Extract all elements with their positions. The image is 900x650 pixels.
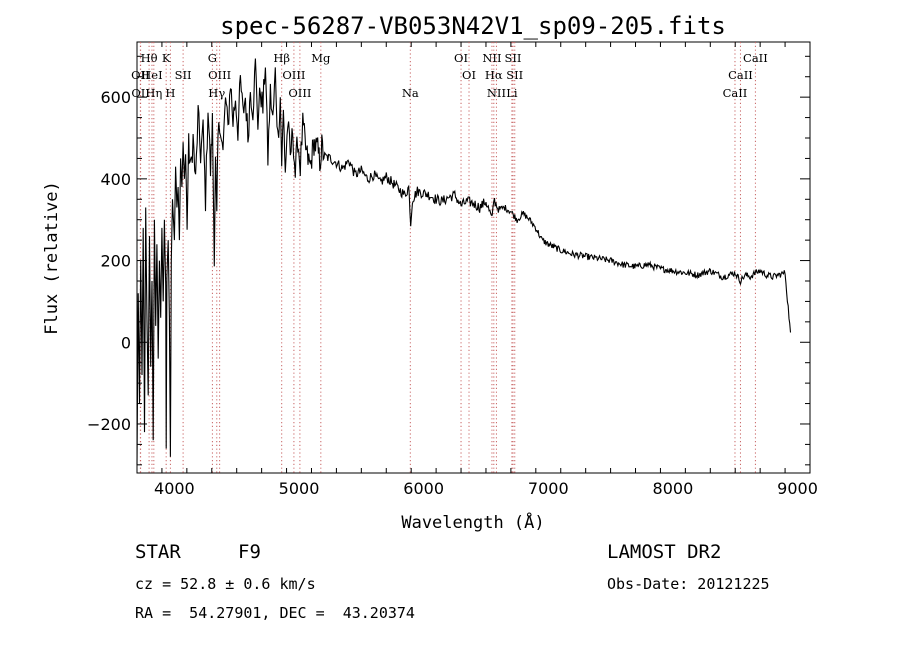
observation-date: Obs-Date: 20121225 bbox=[607, 575, 770, 593]
line-label-12: OIII bbox=[282, 68, 305, 82]
line-label-1: OII bbox=[131, 68, 150, 82]
spectrum-series-line bbox=[136, 58, 792, 465]
x-tick-label: 7000 bbox=[528, 479, 569, 498]
redshift-readout: cz = 52.8 ± 0.6 km/s bbox=[135, 575, 316, 593]
line-label-8: G bbox=[208, 51, 217, 65]
line-label-11: Hβ bbox=[273, 51, 290, 65]
line-label-3: SII bbox=[175, 68, 192, 82]
chart-title: spec-56287-VB053N42V1_sp09-205.fits bbox=[220, 12, 726, 40]
x-tick-label: 8000 bbox=[653, 479, 694, 498]
y-tick-label: −200 bbox=[87, 415, 131, 434]
line-label-22: SII bbox=[506, 68, 523, 82]
line-label-17: OI bbox=[462, 68, 476, 82]
line-label-14: Mg bbox=[311, 51, 331, 65]
axis-tick-labels: 4000 5000 6000 7000 8000 9000 −200 0 200 400 600 bbox=[87, 88, 818, 498]
y-axis-label: Flux (relative) bbox=[42, 181, 62, 335]
line-label-25: CaII bbox=[728, 68, 753, 82]
line-label-20: SII bbox=[505, 51, 522, 65]
line-label-18: NII bbox=[482, 51, 501, 65]
line-label-5: Hη bbox=[145, 86, 162, 100]
x-axis-label: Wavelength (Å) bbox=[401, 511, 544, 533]
y-tick-label: 400 bbox=[100, 170, 131, 189]
line-label-13: OIII bbox=[288, 86, 311, 100]
plot-frame bbox=[136, 41, 811, 474]
survey-name: LAMOST DR2 bbox=[607, 541, 722, 563]
line-label-21: NII bbox=[487, 86, 506, 100]
spectral-subclass: F9 bbox=[238, 541, 261, 563]
y-tick-label: 0 bbox=[121, 333, 131, 352]
object-type: STAR bbox=[135, 541, 181, 563]
line-label-2: HeI bbox=[141, 68, 162, 82]
line-label-15: Na bbox=[402, 86, 419, 100]
x-tick-label: 6000 bbox=[403, 479, 444, 498]
line-label-16: OI bbox=[454, 51, 468, 65]
x-tick-label: 4000 bbox=[154, 479, 195, 498]
spectral-line-markers bbox=[139, 42, 756, 473]
line-label-9: OIII bbox=[208, 68, 231, 82]
line-label-23: Li bbox=[506, 86, 518, 100]
line-label-4: OII bbox=[131, 86, 150, 100]
line-label-7: K bbox=[162, 51, 171, 65]
y-tick-label: 600 bbox=[100, 88, 131, 107]
line-label-6: H bbox=[165, 86, 175, 100]
x-tick-label: 5000 bbox=[279, 479, 320, 498]
line-label-26: CaII bbox=[723, 86, 748, 100]
line-label-19: Hα bbox=[485, 68, 503, 82]
line-label-0: Hθ bbox=[141, 51, 158, 65]
y-tick-label: 200 bbox=[100, 252, 131, 271]
x-tick-label: 9000 bbox=[777, 479, 818, 498]
axis-ticks bbox=[136, 42, 811, 473]
coordinates-readout: RA = 54.27901, DEC = 43.20374 bbox=[135, 604, 415, 622]
line-label-10: Hγ bbox=[208, 86, 225, 100]
line-label-24: CaII bbox=[743, 51, 768, 65]
